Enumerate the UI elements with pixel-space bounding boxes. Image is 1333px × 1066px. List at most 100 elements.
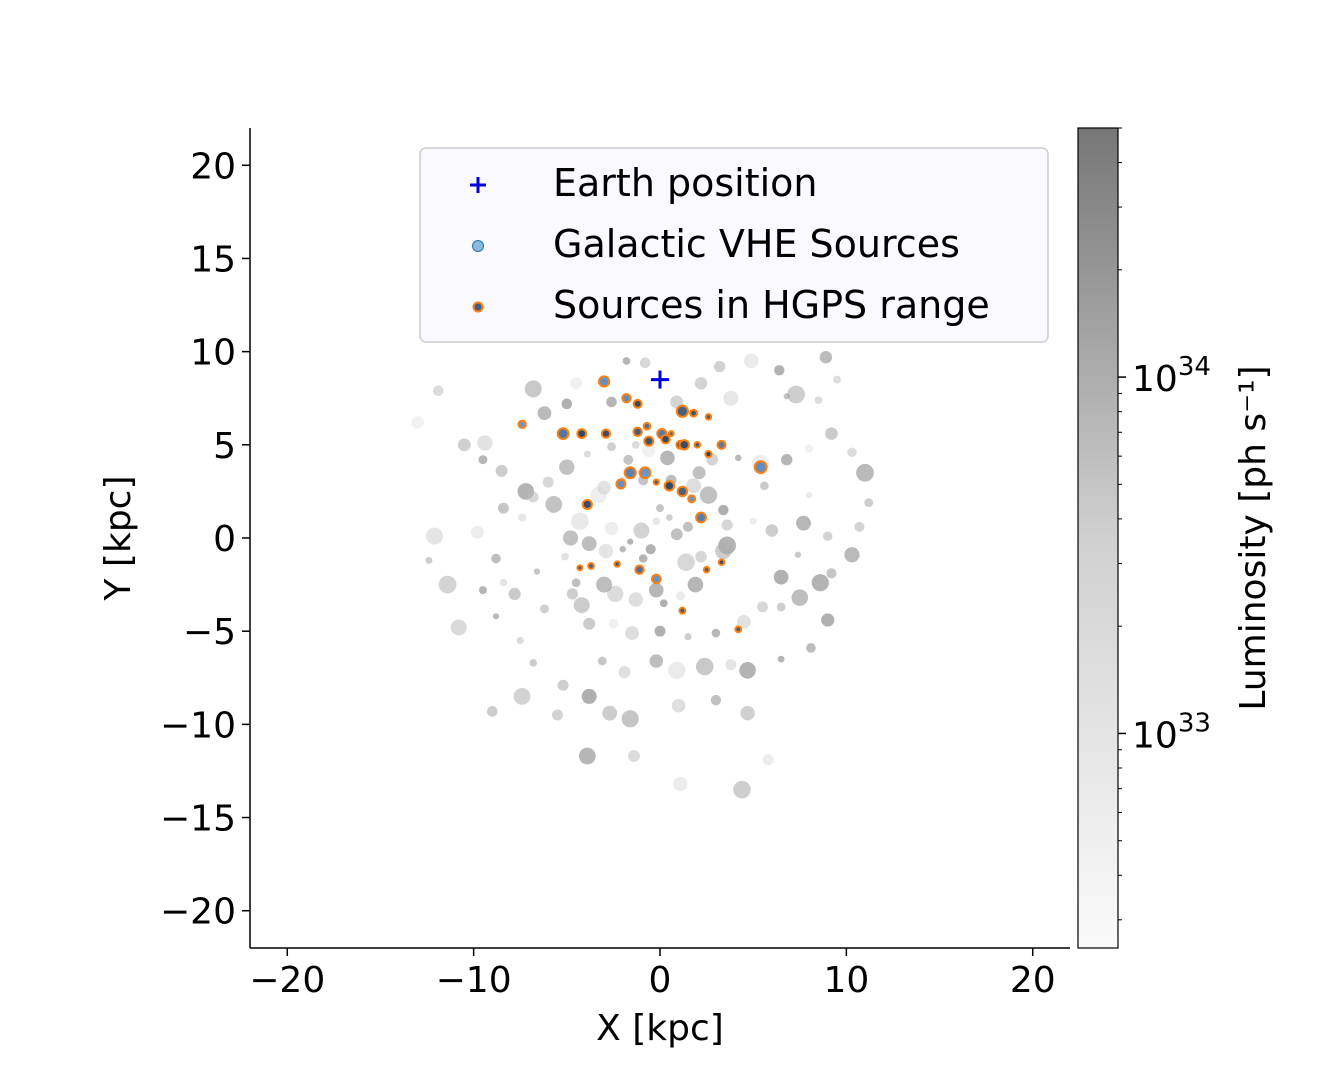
y-tick-label: −20 [160, 892, 236, 933]
hgps-source-point [675, 404, 689, 418]
vhe-source-point [571, 578, 581, 588]
vhe-source-point [638, 554, 648, 563]
vhe-source-point [578, 747, 596, 765]
hgps-source-point [695, 511, 707, 524]
vhe-source-point [524, 380, 542, 398]
vhe-source-point [542, 476, 554, 488]
vhe-source-point [823, 531, 833, 541]
vhe-source-point [559, 459, 575, 475]
vhe-source-point [723, 390, 739, 406]
legend-earth-symbol [470, 177, 486, 193]
vhe-source-point [765, 524, 779, 537]
vhe-source-point [682, 521, 694, 532]
vhe-source-point [529, 659, 537, 667]
vhe-source-point [583, 617, 596, 630]
vhe-source-point [762, 754, 774, 766]
vhe-source-point [457, 438, 471, 452]
vhe-source-point [508, 587, 521, 601]
hgps-source-point [689, 408, 698, 418]
vhe-source-point [757, 601, 768, 613]
vhe-source-point [864, 498, 874, 507]
hgps-source-point [581, 498, 593, 511]
hgps-source-point [663, 480, 676, 492]
vhe-source-point [533, 568, 541, 575]
hgps-source-point [676, 485, 689, 498]
vhe-source-point [513, 688, 531, 705]
vhe-source-point [486, 706, 498, 717]
vhe-source-point [545, 496, 563, 513]
vhe-source-point [426, 527, 443, 545]
vhe-source-point [470, 526, 484, 539]
vhe-source-point [598, 543, 614, 559]
vhe-source-point [696, 657, 714, 676]
vhe-source-point [774, 365, 785, 376]
vhe-source-point [631, 440, 640, 449]
vhe-source-point [668, 661, 686, 680]
vhe-source-point [539, 604, 549, 614]
vhe-source-point [571, 512, 589, 531]
vhe-source-point [566, 588, 579, 600]
vhe-source-point [478, 586, 487, 595]
vhe-source-point [734, 454, 742, 462]
hgps-source-point [576, 428, 588, 440]
vhe-source-point [491, 553, 501, 564]
vhe-source-point [660, 450, 675, 466]
y-tick-label: 10 [190, 333, 236, 374]
vhe-source-point [607, 585, 624, 603]
vhe-source-point [477, 435, 493, 451]
hgps-source-point [615, 478, 627, 490]
vhe-source-point [684, 633, 692, 641]
vhe-source-point [425, 556, 433, 564]
vhe-source-point [796, 515, 811, 531]
vhe-source-point [715, 542, 732, 560]
legend-label-vhe: Galactic VHE Sources [553, 222, 960, 266]
legend-vhe-symbol [472, 240, 484, 252]
hgps-source-point [587, 562, 595, 570]
x-tick-label: 0 [649, 960, 672, 1001]
legend-label-hgps: Sources in HGPS range [553, 283, 990, 327]
vhe-source-point [814, 396, 823, 404]
vhe-source-point [833, 375, 842, 384]
hgps-source-point [650, 573, 662, 585]
vhe-source-point [692, 466, 706, 480]
colorbar-label: Luminosity [ph s⁻¹] [1233, 365, 1274, 710]
vhe-source-point [570, 377, 583, 390]
vhe-source-point [718, 504, 729, 516]
vhe-source-point [478, 455, 488, 465]
vhe-source-point [627, 750, 640, 763]
vhe-source-point [438, 575, 457, 594]
vhe-source-point [516, 637, 524, 644]
vhe-source-point [622, 357, 631, 365]
x-tick-label: 10 [823, 960, 869, 1001]
vhe-source-point [652, 517, 661, 526]
hgps-source-points [517, 375, 768, 634]
vhe-source-point [744, 353, 759, 369]
vhe-source-point [656, 504, 664, 513]
vhe-source-point [623, 454, 634, 465]
vhe-source-point [695, 550, 707, 563]
vhe-source-point [649, 654, 664, 668]
hgps-source-point [638, 466, 652, 480]
vhe-source-point [721, 519, 733, 531]
hgps-source-point [652, 478, 660, 486]
vhe-source-point [432, 385, 444, 397]
vhe-source-point [618, 666, 631, 679]
vhe-source-point [686, 478, 701, 494]
vhe-source-point [826, 568, 837, 579]
vhe-source-point [621, 710, 639, 728]
vhe-source-point [687, 576, 704, 593]
vhe-source-point [625, 626, 639, 640]
hgps-source-point [716, 439, 727, 450]
vhe-source-point [527, 491, 539, 503]
vhe-source-point [639, 357, 651, 369]
vhe-source-point [627, 538, 634, 545]
vhe-source-point [562, 530, 579, 546]
y-tick-label: 15 [190, 239, 236, 280]
x-axis-ticks: −20 −10 0 10 20 [249, 948, 1056, 1001]
vhe-source-point [648, 582, 664, 598]
vhe-source-point [725, 659, 737, 671]
colorbar-gradient [1077, 127, 1119, 949]
hgps-source-point [576, 564, 584, 572]
legend-hgps-symbol [472, 301, 484, 313]
